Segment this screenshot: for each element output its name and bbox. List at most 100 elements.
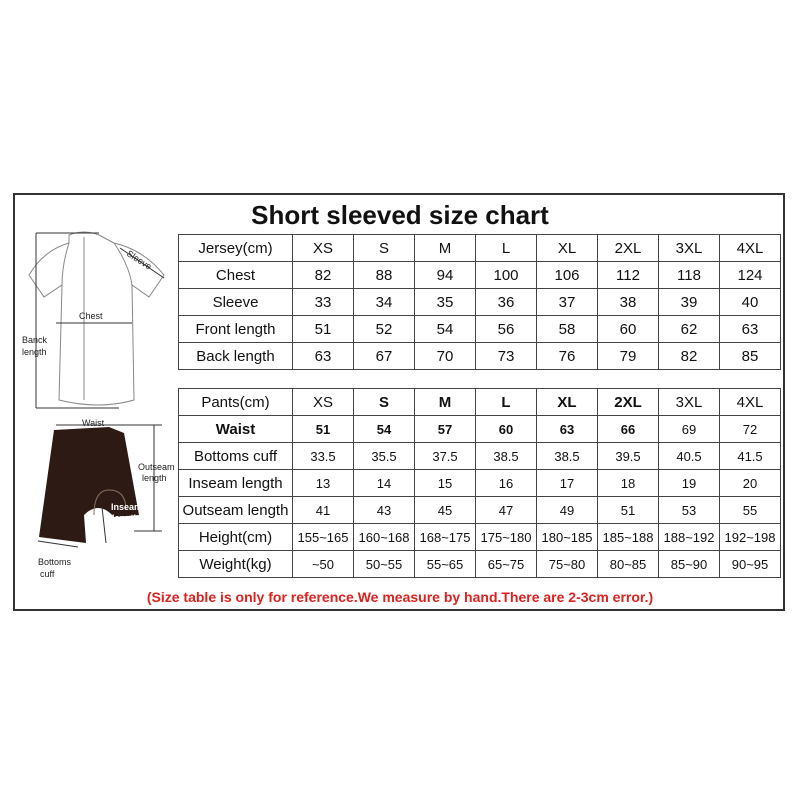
value-cell: 60 [475, 415, 537, 443]
value-cell: 20 [719, 469, 781, 497]
value-cell: 33.5 [292, 442, 354, 470]
value-cell: 72 [719, 415, 781, 443]
value-cell: 2XL [597, 234, 659, 262]
row-label-cell: Bottoms cuff [178, 442, 293, 470]
value-cell: 57 [414, 415, 476, 443]
value-cell: 38.5 [536, 442, 598, 470]
row-label-cell: Pants(cm) [178, 388, 293, 416]
table-row: Sleeve 33 34 35 36 37 38 39 40 [178, 288, 781, 316]
value-cell: 19 [658, 469, 720, 497]
value-cell: 49 [536, 496, 598, 524]
value-cell: XL [536, 234, 598, 262]
value-cell: 51 [292, 415, 354, 443]
value-cell: 79 [597, 342, 659, 370]
inseam-label: Inseam [111, 502, 142, 512]
row-label-cell: Back length [178, 342, 293, 370]
value-cell: 50~55 [353, 550, 415, 578]
value-cell: 168~175 [414, 523, 476, 551]
table-row: Height(cm) 155~165 160~168 168~175 175~180 18… [178, 523, 781, 551]
value-cell: 38 [597, 288, 659, 316]
table-header-row: Jersey(cm) XS S M L XL 2XL 3XL 4XL [178, 234, 781, 262]
value-cell: 37 [536, 288, 598, 316]
jersey-measure-lines [35, 232, 165, 409]
value-cell: L [475, 388, 537, 416]
value-cell: 4XL [719, 234, 781, 262]
value-cell: 63 [536, 415, 598, 443]
value-cell: 69 [658, 415, 720, 443]
value-cell: 14 [353, 469, 415, 497]
value-cell: 82 [658, 342, 720, 370]
value-cell: 63 [292, 342, 354, 370]
row-label-cell: Waist [178, 415, 293, 443]
value-cell: ~50 [292, 550, 354, 578]
value-cell: 118 [658, 261, 720, 289]
row-label-cell: Outseam length [178, 496, 293, 524]
value-cell: 41 [292, 496, 354, 524]
value-cell: 54 [414, 315, 476, 343]
value-cell: 100 [475, 261, 537, 289]
value-cell: 60 [597, 315, 659, 343]
shorts-measure-lines [37, 424, 162, 548]
value-cell: 40 [719, 288, 781, 316]
value-cell: 80~85 [597, 550, 659, 578]
back-length-label: Banck [22, 335, 48, 345]
value-cell: 192~198 [719, 523, 781, 551]
value-cell: 185~188 [597, 523, 659, 551]
value-cell: XS [292, 234, 354, 262]
value-cell: 67 [353, 342, 415, 370]
value-cell: 17 [536, 469, 598, 497]
shorts-illustration [39, 427, 139, 543]
value-cell: 38.5 [475, 442, 537, 470]
outseam-label-2: length [142, 473, 167, 483]
value-cell: 3XL [658, 234, 720, 262]
value-cell: L [475, 234, 537, 262]
garment-diagram: Chest Sleeve Banck length Waist Outseam … [22, 231, 175, 579]
value-cell: M [414, 388, 476, 416]
value-cell: 35.5 [353, 442, 415, 470]
page-title: Short sleeved size chart [251, 200, 549, 230]
table-row: Inseam length 13 14 15 16 17 18 19 20 [178, 469, 781, 497]
value-cell: 70 [414, 342, 476, 370]
pants-size-table: Pants(cm) XS S M L XL 2XL 3XL 4XL Waist 51 54 57 60 63… [178, 388, 781, 578]
row-label-cell: Front length [178, 315, 293, 343]
value-cell: 47 [475, 496, 537, 524]
value-cell: 3XL [658, 388, 720, 416]
value-cell: M [414, 234, 476, 262]
value-cell: 66 [597, 415, 659, 443]
value-cell: 124 [719, 261, 781, 289]
value-cell: 43 [353, 496, 415, 524]
table-row: Chest 82 88 94 100 106 112 118 124 [178, 261, 781, 289]
row-label-cell: Height(cm) [178, 523, 293, 551]
chart-frame [13, 193, 785, 611]
jersey-size-table: Jersey(cm) XS S M L XL 2XL 3XL 4XL Chest 82 88 94 100… [178, 234, 781, 370]
value-cell: 35 [414, 288, 476, 316]
value-cell: S [353, 388, 415, 416]
value-cell: 63 [719, 315, 781, 343]
value-cell: 160~168 [353, 523, 415, 551]
value-cell: 85 [719, 342, 781, 370]
value-cell: 45 [414, 496, 476, 524]
value-cell: 16 [475, 469, 537, 497]
value-cell: 94 [414, 261, 476, 289]
table-row: Back length 63 67 70 73 76 79 82 85 [178, 342, 781, 370]
value-cell: 82 [292, 261, 354, 289]
value-cell: S [353, 234, 415, 262]
value-cell: 53 [658, 496, 720, 524]
value-cell: 51 [597, 496, 659, 524]
value-cell: 34 [353, 288, 415, 316]
cuff-label-2: cuff [40, 569, 55, 579]
table-row: Weight(kg) ~50 50~55 55~65 65~75 75~80 80~85 85… [178, 550, 781, 578]
value-cell: 106 [536, 261, 598, 289]
value-cell: 40.5 [658, 442, 720, 470]
value-cell: 85~90 [658, 550, 720, 578]
value-cell: 54 [353, 415, 415, 443]
row-label-cell: Inseam length [178, 469, 293, 497]
value-cell: XL [536, 388, 598, 416]
value-cell: 188~192 [658, 523, 720, 551]
waist-label: Waist [82, 418, 105, 428]
value-cell: 52 [353, 315, 415, 343]
value-cell: 13 [292, 469, 354, 497]
table-row: Waist 51 54 57 60 63 66 69 72 [178, 415, 781, 443]
value-cell: 56 [475, 315, 537, 343]
value-cell: 76 [536, 342, 598, 370]
